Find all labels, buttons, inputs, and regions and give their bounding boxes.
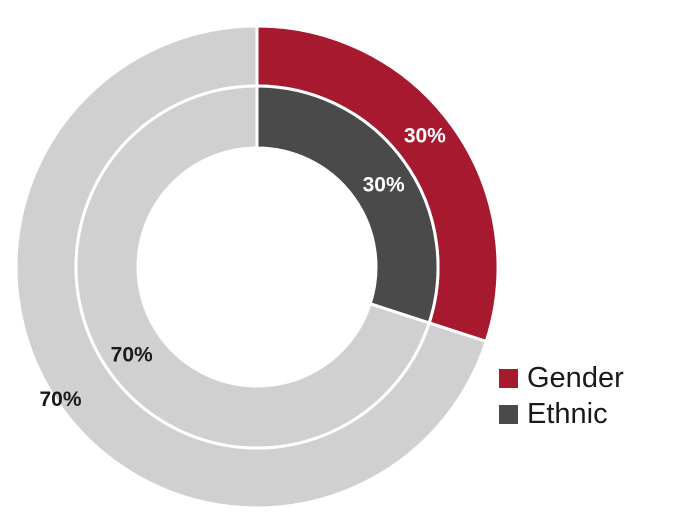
legend-item-ethnic: Ethnic	[499, 396, 624, 432]
legend-swatch-gender	[499, 368, 518, 388]
legend-label-gender: Gender	[527, 361, 624, 394]
legend-swatch-ethnic	[499, 404, 518, 424]
gender-slice-1-label: 70%	[40, 388, 82, 411]
data-labels: 30% 70% 30% 70%	[40, 124, 447, 411]
legend: Gender Ethnic	[499, 360, 624, 432]
gender-slice-0-label: 30%	[404, 124, 446, 147]
legend-label-ethnic: Ethnic	[527, 397, 608, 430]
ethnic-slice-1	[74, 84, 432, 450]
inner-ring-ethnic	[74, 84, 440, 450]
legend-item-gender: Gender	[499, 360, 624, 396]
ethnic-slice-1-label: 70%	[111, 343, 153, 366]
ethnic-slice-0	[255, 84, 440, 325]
ethnic-slice-0-label: 30%	[363, 173, 405, 196]
